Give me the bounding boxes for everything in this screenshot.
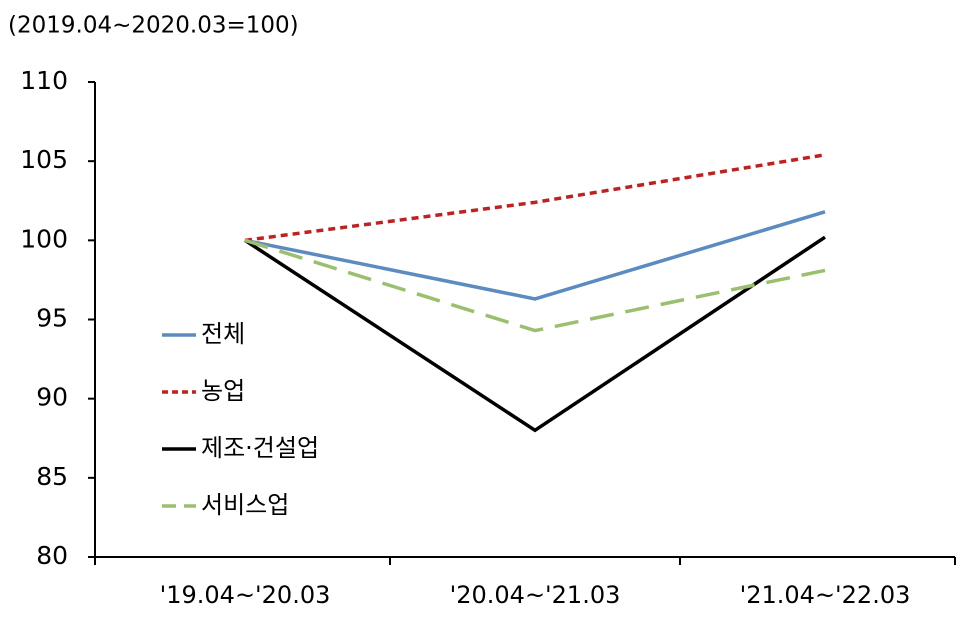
y-tick-label: 100 [20,224,68,253]
series-line [244,153,826,243]
series-line [244,238,826,333]
series-line [244,235,826,433]
x-tick-label: '20.04~'21.03 [450,581,621,609]
legend-label: 농업 [201,377,245,405]
y-tick-label: 90 [36,383,68,412]
legend-label: 제조·건설업 [201,434,319,462]
series-line [244,210,826,301]
legend-label: 전체 [201,320,245,348]
y-tick-label: 85 [36,462,68,491]
y-tick-label: 105 [20,145,68,174]
y-tick-label: 110 [20,66,68,95]
unit-label: (2019.04~2020.03=100) [8,13,299,39]
y-tick-label: 80 [36,541,68,570]
x-tick-label: '19.04~'20.03 [160,581,331,609]
legend-label: 서비스업 [201,491,289,519]
y-tick-label: 95 [36,304,68,333]
x-tick-label: '21.04~'22.03 [740,581,911,609]
